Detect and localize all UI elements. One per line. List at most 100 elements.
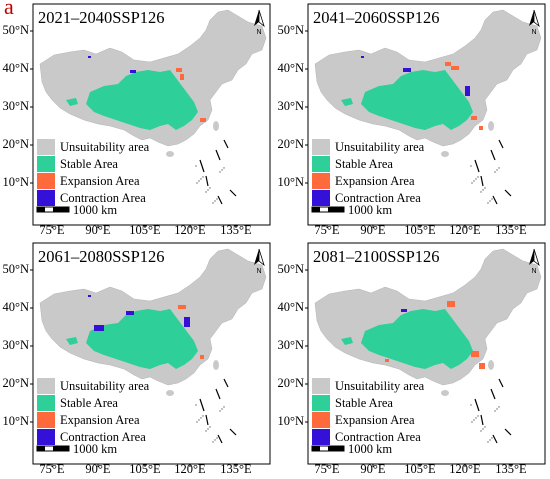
contraction-patch <box>403 68 411 72</box>
lon-label: 120°E <box>449 223 481 237</box>
island-dot <box>496 408 498 410</box>
boundary-dash <box>229 428 237 436</box>
expansion-patch <box>178 305 186 309</box>
legend-swatch <box>37 412 55 428</box>
island <box>488 121 494 131</box>
island-dot <box>221 408 223 410</box>
island-dot <box>202 415 204 417</box>
contraction-patch <box>88 56 91 58</box>
island-dot <box>212 202 214 204</box>
expansion-patch <box>200 355 204 359</box>
expansion-patch <box>176 68 182 72</box>
scale-bar-icon <box>311 445 345 452</box>
legend-label: Expansion Area <box>60 174 140 188</box>
stable-region <box>86 70 198 130</box>
lat-label: 50°N <box>277 262 304 276</box>
lon-label: 90°E <box>85 223 111 237</box>
island-dot <box>200 417 202 419</box>
island-dot <box>494 171 496 173</box>
island-dot <box>475 178 477 180</box>
scale-bar-icon <box>36 445 70 452</box>
island-dot <box>219 410 221 412</box>
island-dot <box>216 198 218 200</box>
legend-swatch <box>312 190 330 206</box>
contraction-patch <box>465 86 470 96</box>
island-dot <box>470 165 472 167</box>
lon-label: 135°E <box>220 462 252 476</box>
north-arrow-icon: N <box>529 9 540 36</box>
boundary-dash <box>504 189 512 197</box>
lat-label: 40°N <box>2 300 29 314</box>
legend-swatch <box>37 173 55 189</box>
island-dot <box>471 421 473 423</box>
boundary-dash <box>199 159 205 173</box>
north-label: N <box>531 29 536 36</box>
map-canvas: N <box>30 3 271 228</box>
stable-region <box>66 98 78 106</box>
island-dot <box>195 165 197 167</box>
expansion-patch <box>451 66 459 70</box>
lat-label: 10°N <box>2 175 29 189</box>
contraction-patch <box>184 317 190 327</box>
contraction-patch <box>94 325 104 331</box>
lon-label: 90°E <box>360 462 386 476</box>
lon-label: 135°E <box>495 223 527 237</box>
boundary-dash <box>217 434 223 444</box>
boundary-dash <box>504 428 512 436</box>
island-dot <box>498 406 500 408</box>
island <box>441 390 449 396</box>
scale-label: 1000 km <box>73 203 118 217</box>
lon-label: 120°E <box>174 462 206 476</box>
lat-label: 40°N <box>277 300 304 314</box>
island-dot <box>494 410 496 412</box>
boundary-dash <box>223 139 229 149</box>
map-canvas: N <box>305 242 546 467</box>
island <box>213 121 219 131</box>
legend-label: Stable Area <box>335 396 393 410</box>
island-dot <box>471 182 473 184</box>
legend-swatch <box>37 395 55 411</box>
stable-region <box>341 337 353 345</box>
contraction-patch <box>130 70 136 73</box>
stable-region <box>66 337 78 345</box>
island-dot <box>470 404 472 406</box>
lon-label: 90°E <box>85 462 111 476</box>
stable-region <box>361 70 473 130</box>
legend-label: Unsuitability area <box>335 379 425 393</box>
lat-label: 10°N <box>2 414 29 428</box>
island-dot <box>209 187 211 189</box>
lat-label: 10°N <box>277 175 304 189</box>
island-dot <box>202 176 204 178</box>
boundary-dash <box>229 189 237 197</box>
expansion-patch <box>447 301 455 307</box>
north-label: N <box>531 268 536 275</box>
island-dot <box>473 419 475 421</box>
scale-label: 1000 km <box>73 442 118 456</box>
expansion-patch <box>479 363 485 369</box>
lon-label: 105°E <box>404 223 436 237</box>
island <box>213 360 219 370</box>
lat-label: 20°N <box>277 376 304 390</box>
lat-label: 30°N <box>2 99 29 113</box>
boundary-dash <box>498 378 504 388</box>
map-title: 2021–2040SSP126 <box>38 8 165 27</box>
island-dot <box>480 191 482 193</box>
lon-label: 135°E <box>220 223 252 237</box>
scale-bar-icon <box>36 206 70 213</box>
lon-label: 105°E <box>404 462 436 476</box>
legend-swatch <box>312 139 330 155</box>
contraction-patch <box>88 295 91 297</box>
island-dot <box>212 441 214 443</box>
lat-label: 50°N <box>2 23 29 37</box>
legend-swatch <box>37 190 55 206</box>
map-canvas: N <box>305 3 546 228</box>
lat-label: 30°N <box>277 99 304 113</box>
lat-label: 30°N <box>277 338 304 352</box>
legend-swatch <box>312 412 330 428</box>
lat-label: 20°N <box>277 137 304 151</box>
expansion-patch <box>180 74 184 80</box>
boundary-dash <box>490 388 496 400</box>
island <box>488 360 494 370</box>
expansion-patch <box>385 359 389 362</box>
north-label: N <box>256 268 261 275</box>
